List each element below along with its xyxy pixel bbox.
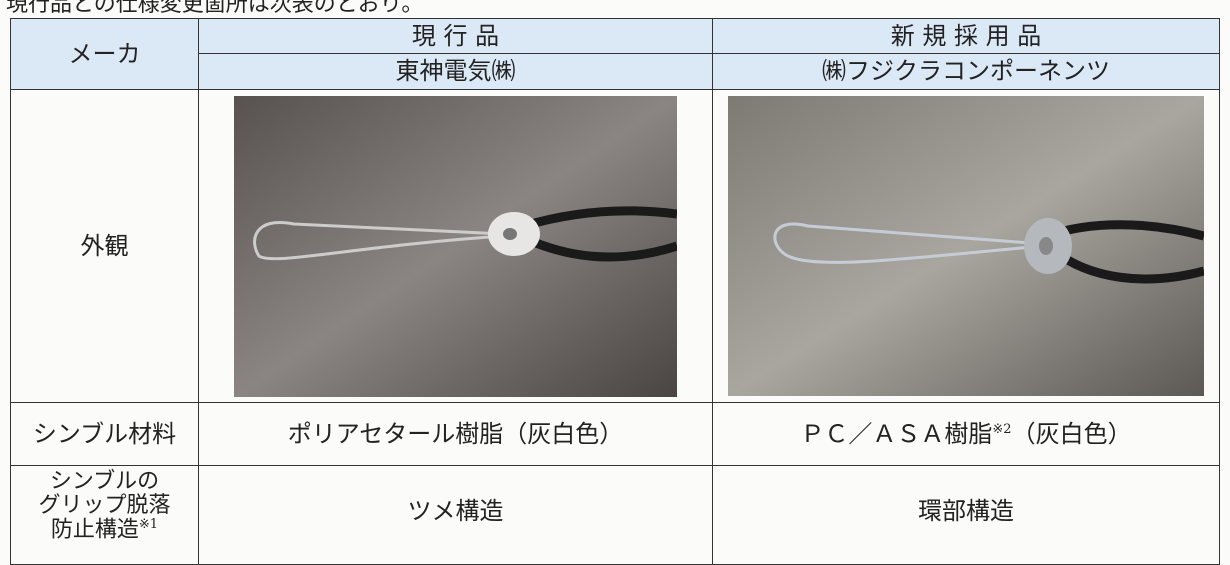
label-line: 防止構造 xyxy=(50,517,139,543)
label-line: シンブルの xyxy=(49,469,160,494)
new-value: 環部構造 xyxy=(712,465,1220,565)
maker-label: メーカ xyxy=(10,18,199,90)
intro-text: 現行品との仕様変更箇所は次表のとおり。 xyxy=(6,0,424,17)
row-label: シンブルの グリップ脱落 防止構造※1 xyxy=(10,465,199,565)
new-value-text: ＰＣ／ＡＳＡ樹脂 xyxy=(800,419,993,448)
current-maker: 東神電気㈱ xyxy=(198,53,713,90)
current-heading: 現 行 品 xyxy=(198,18,713,54)
new-value-suffix: （灰白色） xyxy=(1011,419,1132,448)
current-value: ツメ構造 xyxy=(198,465,713,565)
new-maker: ㈱フジクラコンポーネンツ xyxy=(712,53,1220,90)
row-label: 外観 xyxy=(10,89,199,403)
note: ※1 xyxy=(138,517,159,533)
photo-cell xyxy=(712,89,1220,403)
photo-cell xyxy=(198,89,713,403)
current-value: ポリアセタール樹脂（灰白色） xyxy=(198,402,713,466)
row-label: シンブル材料 xyxy=(10,402,199,466)
photo-new xyxy=(728,96,1204,396)
note: ※2 xyxy=(992,421,1012,437)
new-heading: 新 規 採 用 品 xyxy=(712,18,1220,54)
photo-current xyxy=(234,95,677,397)
label-line: グリップ脱落 xyxy=(38,493,171,519)
new-value: ＰＣ／ＡＳＡ樹脂※2（灰白色） xyxy=(712,402,1220,466)
